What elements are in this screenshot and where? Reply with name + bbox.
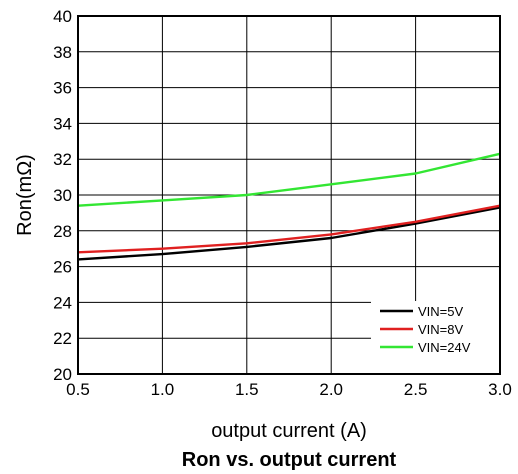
y-tick-labels: 20 22 24 26 28 30 32 34 36 38 40 [53,7,72,384]
grid [78,16,500,374]
x-tick-label: 1.5 [235,380,259,399]
y-tick-label: 36 [53,79,72,98]
y-tick-label: 32 [53,150,72,169]
x-tick-label: 1.0 [151,380,175,399]
legend: VIN=5V VIN=8V VIN=24V [371,301,499,373]
series-line-vin-24v [77,152,501,207]
y-tick-label: 24 [53,293,72,312]
legend-label: VIN=5V [418,304,463,319]
x-tick-label: 0.5 [66,380,90,399]
series-layer [77,152,501,261]
y-axis-label: Ron(mΩ) [14,154,36,236]
series-line-vin-8v [77,204,501,254]
x-tick-labels: 0.5 1.0 1.5 2.0 2.5 3.0 [66,380,512,399]
x-tick-label: 2.0 [319,380,343,399]
y-tick-label: 28 [53,222,72,241]
y-tick-label: 30 [53,186,72,205]
legend-label: VIN=24V [418,340,471,355]
plot-frame [77,15,501,375]
chart-title: Ron vs. output current [182,449,397,471]
legend-box [371,301,499,373]
y-tick-label: 34 [53,114,72,133]
legend-label: VIN=8V [418,322,463,337]
x-tick-label: 3.0 [488,380,512,399]
x-axis-label: output current (A) [211,420,367,442]
y-tick-label: 20 [53,365,72,384]
y-tick-label: 26 [53,258,72,277]
y-tick-label: 22 [53,329,72,348]
series-line-vin-5v [77,206,501,261]
y-tick-label: 38 [53,43,72,62]
x-tick-label: 2.5 [404,380,428,399]
y-tick-label: 40 [53,7,72,26]
